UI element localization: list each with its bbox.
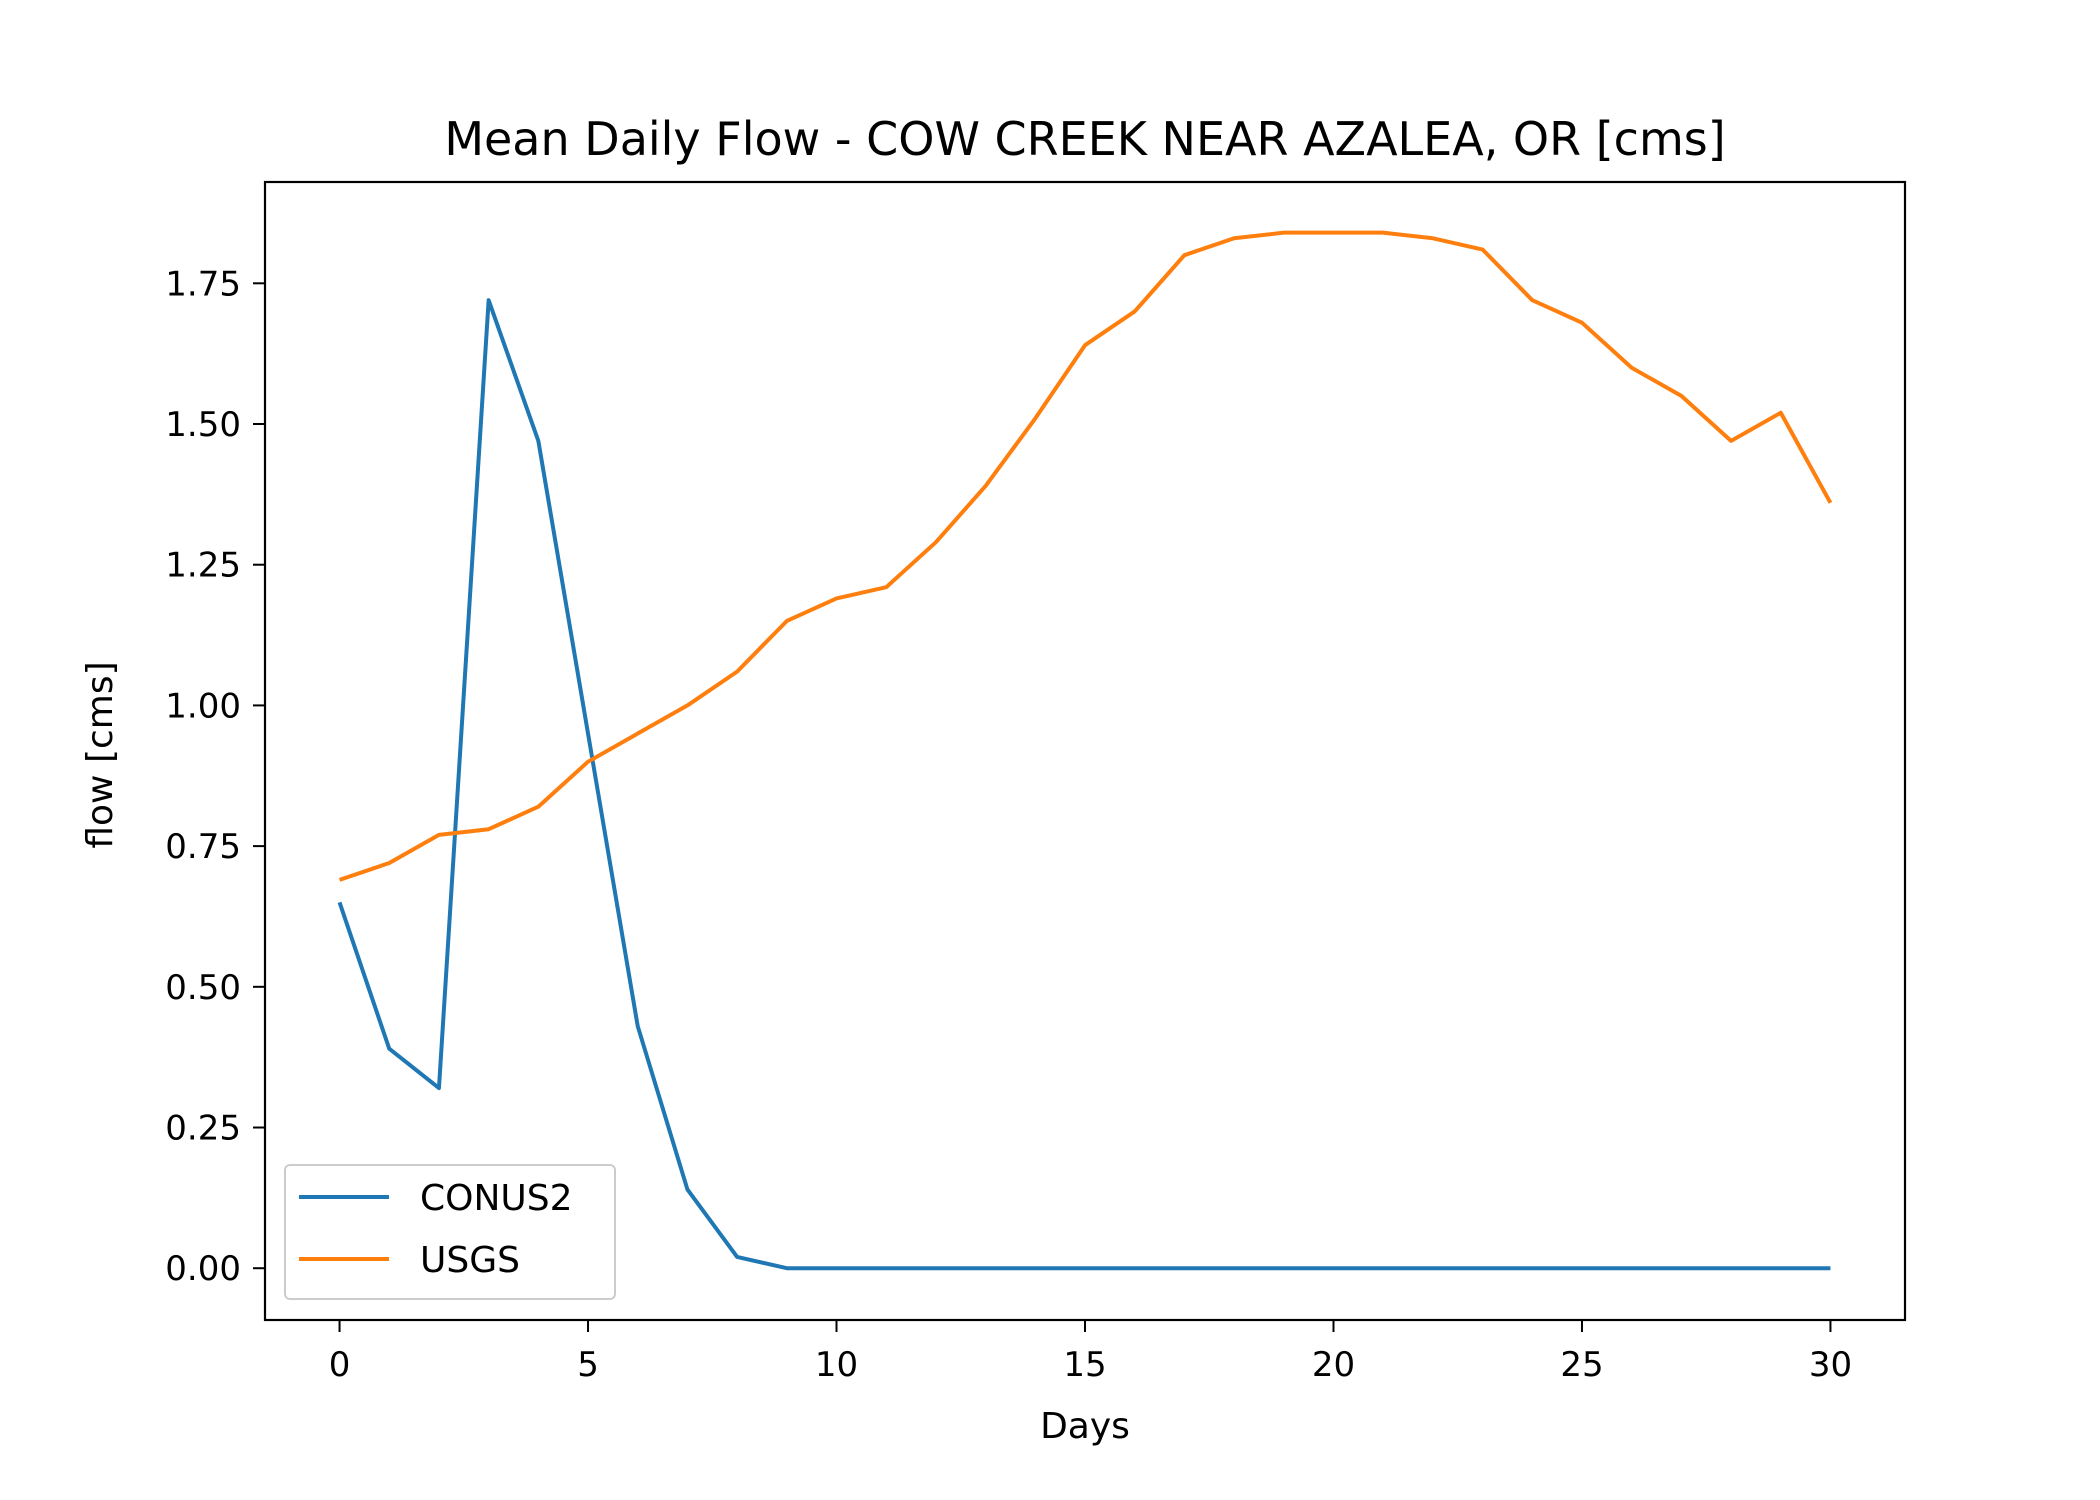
series-line-usgs (338, 230, 1833, 882)
y-axis: 0.00 0.25 0.50 0.75 1.00 1.25 1.50 1.75 (165, 264, 265, 1289)
y-tick-label: 1.50 (165, 405, 241, 445)
y-tick-label: 0.50 (165, 968, 241, 1008)
x-axis-label: Days (1040, 1406, 1130, 1447)
x-tick-label: 30 (1809, 1345, 1852, 1385)
y-tick-label: 1.00 (165, 686, 241, 726)
x-tick-label: 10 (815, 1345, 858, 1385)
y-tick-label: 1.75 (165, 264, 241, 304)
legend-label-conus2: CONUS2 (420, 1178, 573, 1219)
x-tick-label: 15 (1063, 1345, 1106, 1385)
y-tick-label: 1.25 (165, 546, 241, 586)
series-line-conus2 (337, 298, 1831, 1271)
x-tick-label: 25 (1560, 1345, 1603, 1385)
y-axis-label: flow [cms] (80, 661, 121, 848)
legend-label-usgs: USGS (420, 1240, 520, 1281)
legend: CONUS2 USGS (284, 1164, 616, 1300)
chart-title: Mean Daily Flow - COW CREEK NEAR AZALEA,… (444, 112, 1725, 166)
x-tick-label: 20 (1312, 1345, 1355, 1385)
y-tick-label: 0.00 (165, 1249, 241, 1289)
y-tick-label: 0.25 (165, 1109, 241, 1149)
x-tick-label: 0 (329, 1345, 351, 1385)
x-axis: 0 5 10 15 20 25 30 (329, 1320, 1852, 1385)
y-tick-label: 0.75 (165, 827, 241, 867)
x-tick-label: 5 (577, 1345, 599, 1385)
